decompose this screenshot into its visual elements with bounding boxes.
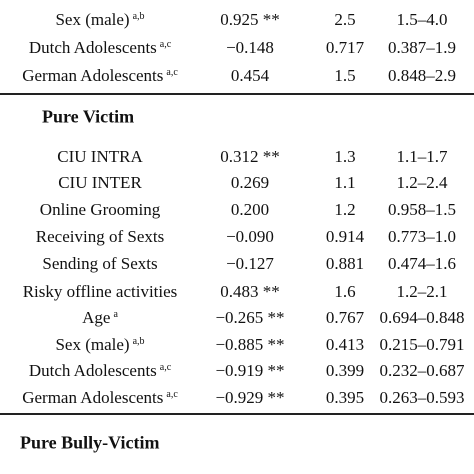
confidence-interval: 0.232–0.687 xyxy=(379,361,465,380)
footnote-marker: a,b xyxy=(132,336,145,347)
odds-ratio: 0.717 xyxy=(325,38,365,57)
label-text: CIU INTRA xyxy=(57,147,143,166)
label-text: German Adolescents xyxy=(22,388,164,407)
footnote-marker: a,c xyxy=(159,362,172,373)
footnote-marker: a,c xyxy=(159,39,172,50)
footnote-marker: a,c xyxy=(166,389,178,400)
odds-ratio: 0.395 xyxy=(325,388,365,407)
label-text: Sending of Sexts xyxy=(42,254,158,273)
rule xyxy=(0,413,474,415)
odds-ratio: 0.413 xyxy=(325,335,365,354)
row-label: Risky offline activities xyxy=(23,282,178,302)
label-text: Dutch Adolescents xyxy=(28,361,157,380)
coefficient: −0.127 xyxy=(226,254,274,273)
row-label: Online Grooming xyxy=(40,200,160,220)
label-text: Dutch Adolescents xyxy=(28,38,157,57)
confidence-interval: 0.958–1.5 xyxy=(388,200,456,219)
section-title: Pure Victim xyxy=(42,106,135,127)
label-text: CIU INTER xyxy=(58,173,142,192)
row-label: Sending of Sexts xyxy=(42,254,157,274)
label-text: Age xyxy=(82,308,111,327)
odds-ratio: 2.5 xyxy=(334,10,356,29)
odds-ratio: 0.881 xyxy=(325,254,365,273)
row-label: Sex (male) a,b xyxy=(55,335,144,355)
coefficient: −0.090 xyxy=(226,227,274,246)
row-label: Sex (male) a,b xyxy=(55,10,144,30)
confidence-interval: 1.2–2.1 xyxy=(396,282,448,301)
confidence-interval: 0.848–2.9 xyxy=(388,66,456,85)
odds-ratio: 1.2 xyxy=(334,200,356,219)
odds-ratio: 0.399 xyxy=(325,361,365,380)
row-label: Age a xyxy=(82,308,118,328)
confidence-interval: 1.1–1.7 xyxy=(396,147,448,166)
row-label: Dutch Adolescents a,c xyxy=(29,361,171,381)
label-text: Receiving of Sexts xyxy=(35,227,165,246)
confidence-interval: 0.773–1.0 xyxy=(388,227,456,246)
odds-ratio: 1.3 xyxy=(334,147,356,166)
row-label: German Adolescents a,c xyxy=(22,388,178,408)
odds-ratio: 0.914 xyxy=(325,227,365,246)
odds-ratio: 1.5 xyxy=(334,66,356,85)
coefficient: −0.148 xyxy=(226,38,274,57)
label-text: Sex (male) xyxy=(55,335,130,354)
label-text: Sex (male) xyxy=(55,10,130,29)
odds-ratio: 1.6 xyxy=(334,282,356,301)
row-label: Dutch Adolescents a,c xyxy=(29,38,171,58)
section-title: Pure Bully-Victim xyxy=(20,432,160,453)
confidence-interval: 1.2–2.4 xyxy=(396,173,448,192)
label-text: German Adolescents xyxy=(22,66,164,85)
confidence-interval: 0.694–0.848 xyxy=(379,308,465,327)
footnote-marker: a,c xyxy=(166,67,178,78)
coefficient: 0.925 ** xyxy=(220,10,280,29)
coefficient: 0.269 xyxy=(230,173,270,192)
confidence-interval: 0.215–0.791 xyxy=(379,335,465,354)
row-label: Receiving of Sexts xyxy=(36,227,164,247)
confidence-interval: 0.387–1.9 xyxy=(388,38,456,57)
coefficient: 0.312 ** xyxy=(220,147,280,166)
rule xyxy=(0,93,474,95)
coefficient: 0.200 xyxy=(230,200,270,219)
coefficient: −0.929 ** xyxy=(215,388,285,407)
odds-ratio: 1.1 xyxy=(334,173,356,192)
confidence-interval: 0.474–1.6 xyxy=(388,254,456,273)
label-text: Risky offline activities xyxy=(22,282,178,301)
footnote-marker: a,b xyxy=(132,11,145,22)
coefficient: −0.265 ** xyxy=(215,308,285,327)
footnote-marker: a xyxy=(113,309,118,320)
coefficient: 0.454 xyxy=(230,66,270,85)
odds-ratio: 0.767 xyxy=(325,308,365,327)
coefficient: 0.483 ** xyxy=(220,282,280,301)
row-label: German Adolescents a,c xyxy=(22,66,178,86)
confidence-interval: 1.5–4.0 xyxy=(396,10,448,29)
coefficient: −0.885 ** xyxy=(215,335,285,354)
confidence-interval: 0.263–0.593 xyxy=(379,388,465,407)
coefficient: −0.919 ** xyxy=(215,361,285,380)
row-label: CIU INTRA xyxy=(57,147,142,167)
row-label: CIU INTER xyxy=(58,173,142,193)
label-text: Online Grooming xyxy=(39,200,161,219)
